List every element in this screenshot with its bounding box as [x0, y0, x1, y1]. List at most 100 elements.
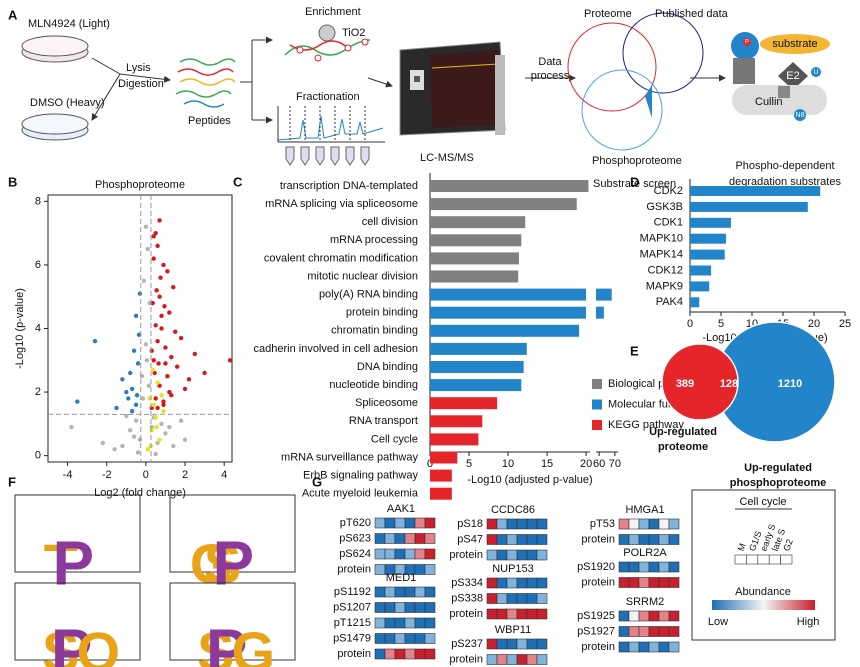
category-label: mRNA surveillance pathway [281, 451, 418, 463]
bar [430, 433, 479, 446]
category-label: CDK12 [648, 264, 683, 276]
x-tick-label: 2 [182, 469, 188, 481]
row-label: pS623 [339, 532, 371, 544]
heat-cell [424, 633, 436, 644]
heat-cell [414, 564, 426, 575]
heat-cell [496, 654, 508, 665]
point [159, 326, 164, 331]
row-label: protein [337, 563, 371, 575]
heat-cell [506, 534, 518, 545]
bar [596, 306, 604, 319]
heat-cell [648, 641, 660, 653]
label: Substrate screen [593, 178, 676, 190]
heat-cell [506, 593, 518, 604]
heat-cell [628, 577, 640, 588]
heat-cell [384, 533, 396, 544]
point [153, 323, 158, 328]
y-tick-label: 6 [35, 259, 41, 271]
bar [430, 252, 519, 265]
row-label: pS237 [451, 638, 483, 650]
point [124, 389, 129, 395]
heat-cell [424, 648, 436, 660]
label: substrate [772, 38, 817, 50]
point [159, 393, 164, 398]
heat-cell [424, 548, 436, 560]
legend-box [691, 489, 836, 641]
bar [690, 297, 700, 308]
heat-cell [658, 577, 670, 588]
heat-cell [648, 577, 660, 588]
point [157, 437, 162, 442]
heat-cell [394, 586, 406, 598]
logo-letter: P [53, 529, 94, 598]
label: TiO2 [342, 27, 365, 39]
legend-swatch [592, 379, 602, 389]
heat-cell [496, 518, 508, 530]
point [137, 437, 143, 442]
point [120, 443, 125, 449]
category-label: RNA transport [349, 415, 418, 427]
heat-cell [374, 564, 386, 575]
bar [690, 186, 821, 196]
group-title: SRRM2 [626, 596, 665, 608]
heat-cell [424, 617, 436, 629]
point [134, 393, 140, 398]
point [161, 402, 166, 407]
label: DMSO (Heavy) [30, 97, 105, 109]
heat-cell [638, 518, 650, 530]
row-label: pS624 [339, 548, 371, 560]
category-label: MAPK10 [640, 233, 683, 245]
heat-cell [536, 608, 548, 620]
category-label: protein binding [346, 307, 418, 319]
point [135, 450, 141, 455]
heat-cell [526, 638, 538, 650]
heat-cell [526, 518, 538, 530]
heat-cell [486, 518, 498, 530]
x-tick-label: 15 [541, 458, 553, 470]
heat-cell [496, 577, 508, 589]
label: U [813, 69, 818, 76]
label: Cullin [755, 96, 783, 108]
bar [690, 201, 808, 212]
bar [430, 288, 586, 301]
point [174, 364, 180, 369]
venn-label: Up-regulated [649, 426, 717, 438]
heat-cell [658, 534, 670, 545]
row-label: protein [449, 653, 483, 665]
point [131, 434, 137, 439]
heat-cell [526, 593, 538, 604]
category-label: mRNA processing [330, 234, 418, 246]
venn-count: 1210 [778, 378, 802, 390]
point [165, 269, 170, 274]
bar [430, 487, 452, 500]
bar [690, 281, 710, 292]
heat-cell [486, 577, 498, 589]
point [227, 358, 233, 363]
heat-cell [506, 638, 518, 650]
heat-cell [374, 548, 386, 560]
label: Phospho-dependent [735, 160, 834, 172]
point [182, 386, 188, 392]
point [129, 386, 135, 392]
x-tick-label: 0 [687, 318, 693, 330]
bar [690, 217, 731, 228]
category-label: GSK3B [646, 201, 683, 213]
bar [430, 270, 519, 283]
point [202, 370, 207, 376]
heat-cell [374, 633, 386, 644]
group-title: MED1 [386, 572, 417, 584]
point [186, 377, 192, 382]
heat-cell [424, 564, 436, 575]
heat-cell [536, 654, 548, 665]
heat-cell [638, 534, 650, 545]
logo-letter: Q [77, 620, 121, 667]
category-label: poly(A) RNA binding [319, 289, 418, 301]
category-label: Acute myeloid leukemia [302, 488, 419, 500]
point [153, 451, 158, 457]
bar [430, 415, 483, 428]
heat-cell [618, 561, 630, 573]
heat-cell [526, 608, 538, 620]
heat-cell [658, 561, 670, 573]
heat-cell [394, 548, 406, 560]
heat-cell [424, 602, 436, 613]
